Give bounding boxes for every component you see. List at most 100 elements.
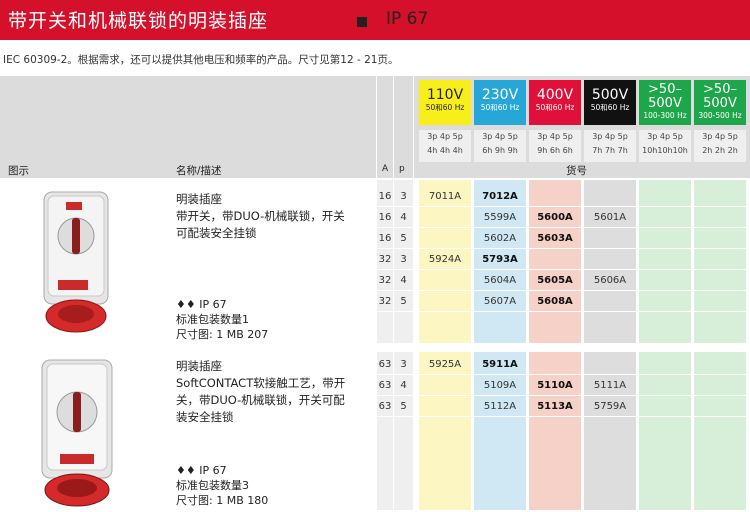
amp-cell: 32 [377, 249, 393, 270]
column-bg [529, 180, 581, 344]
column-bg [584, 348, 636, 510]
part-number-cell: 5111A [593, 380, 627, 391]
pole-cell: 3 [394, 249, 413, 270]
header-left-bg [0, 76, 376, 178]
poles-label: 3p 4p 5p [647, 132, 683, 141]
column-bg [584, 180, 636, 344]
part-number-cell: 5109A [483, 380, 517, 391]
column-bg [639, 348, 691, 510]
amp-cell: 63 [377, 354, 393, 375]
hours-label: 2h 2h 2h [702, 146, 738, 155]
header-name-desc: 名称/描述 [176, 165, 222, 177]
pole-cell: 4 [394, 207, 413, 228]
hours-label: 4h 4h 4h [427, 146, 463, 155]
part-number-cell: 5608A [537, 296, 573, 307]
part-number-cell: 7012A [482, 191, 518, 202]
part-number-cell: 5110A [537, 380, 573, 391]
row-separator [377, 311, 750, 312]
row-separator [377, 206, 750, 207]
row-separator [377, 416, 750, 417]
header-ap-bg [376, 76, 414, 178]
part-number-cell: 5924A [428, 254, 462, 265]
pole-hour-cell: 3p 4p 5p 4h 4h 4h [419, 130, 471, 162]
group-2-desc-line: 装安全挂锁 [176, 410, 234, 424]
hours-label: 9h 6h 6h [537, 146, 573, 155]
ip-rating: IP 67 [386, 9, 429, 29]
voltage-label: >50– [703, 82, 737, 97]
group-1-title: 明装插座 [176, 192, 222, 206]
amp-cell: 32 [377, 291, 393, 312]
amp-cell: 16 [377, 228, 393, 249]
subtitle-note: IEC 60309-2。根据需求，还可以提供其他电压和频率的产品。尺寸见第12 … [3, 54, 399, 66]
hours-label: 10h10h10h [642, 146, 688, 155]
page-title: 带开关和机械联锁的明装插座 [8, 10, 269, 32]
pole-cell: 3 [394, 354, 413, 375]
pole-cell: 4 [394, 270, 413, 291]
part-number-cell: 5604A [483, 275, 517, 286]
part-number-cell: 5600A [537, 212, 573, 223]
amp-cell: 32 [377, 270, 393, 291]
group-2-rating-row: ♦♦ IP 67 [176, 463, 227, 478]
poles-label: 3p 4p 5p [702, 132, 738, 141]
row-separator [377, 374, 750, 375]
voltage-header-3: 500V 50和60 Hz [584, 80, 636, 125]
part-number-cell: 5607A [483, 296, 517, 307]
column-bg [639, 180, 691, 344]
pole-cell: 3 [394, 186, 413, 207]
part-number-cell: 5599A [483, 212, 517, 223]
row-separator [377, 290, 750, 291]
column-bg [474, 180, 526, 344]
pole-hour-cell: 3p 4p 5p 9h 6h 6h [529, 130, 581, 162]
group-2-rating: IP 67 [199, 464, 227, 477]
column-bg [694, 180, 746, 344]
group-2-desc-line: SoftCONTACT软接触工艺，带开 [176, 376, 346, 390]
pole-hour-cell: 3p 4p 5p 2h 2h 2h [694, 130, 746, 162]
voltage-label-2: 500V [648, 96, 682, 111]
frequency-label: 50和60 Hz [590, 103, 630, 112]
voltage-label: 230V [481, 87, 519, 103]
poles-label: 3p 4p 5p [482, 132, 518, 141]
row-separator [377, 248, 750, 249]
amp-cell: 63 [377, 396, 393, 417]
pole-cell: 5 [394, 396, 413, 417]
title-bar [0, 0, 750, 40]
group-1-rating: IP 67 [199, 298, 227, 311]
group-1-desc-line: 可配装安全挂锁 [176, 226, 257, 240]
column-bg [419, 180, 471, 344]
header-figure: 图示 [8, 165, 29, 177]
amp-cell: 16 [377, 207, 393, 228]
group-1-dim: 尺寸图: 1 MB 207 [176, 328, 269, 341]
part-number-cell: 5606A [593, 275, 627, 286]
group-1-desc-line: 带开关，带DUO-机械联锁，开关 [176, 209, 345, 223]
product-image-2 [38, 356, 118, 508]
frequency-label: 300-500 Hz [698, 111, 742, 120]
pole-cell: 5 [394, 291, 413, 312]
poles-label: 3p 4p 5p [537, 132, 573, 141]
part-number-cell: 7011A [428, 191, 462, 202]
pole-hour-cell: 3p 4p 5p 10h10h10h [639, 130, 691, 162]
voltage-label: >50– [648, 82, 682, 97]
water-drops-icon: ♦♦ [176, 464, 196, 477]
amp-cell: 63 [377, 375, 393, 396]
square-bullet-icon [357, 17, 367, 27]
pole-hour-cell: 3p 4p 5p 7h 7h 7h [584, 130, 636, 162]
voltage-label: 400V [536, 87, 574, 103]
frequency-label: 100-300 Hz [643, 111, 687, 120]
frequency-label: 50和60 Hz [425, 103, 465, 112]
row-separator [377, 227, 750, 228]
amp-cell: 16 [377, 186, 393, 207]
divider [413, 76, 414, 510]
hours-label: 7h 7h 7h [592, 146, 628, 155]
part-number-cell: 5759A [593, 401, 627, 412]
pole-cell: 5 [394, 228, 413, 249]
frequency-label: 50和60 Hz [480, 103, 520, 112]
column-bg [474, 348, 526, 510]
voltage-header-0: 110V 50和60 Hz [419, 80, 471, 125]
part-number-cell: 5112A [483, 401, 517, 412]
column-bg [419, 348, 471, 510]
voltage-header-5: >50– 500V 300-500 Hz [694, 80, 746, 125]
column-bg [529, 348, 581, 510]
product-image-1 [38, 188, 118, 338]
hours-label: 6h 9h 9h [482, 146, 518, 155]
voltage-label: 500V [591, 87, 629, 103]
